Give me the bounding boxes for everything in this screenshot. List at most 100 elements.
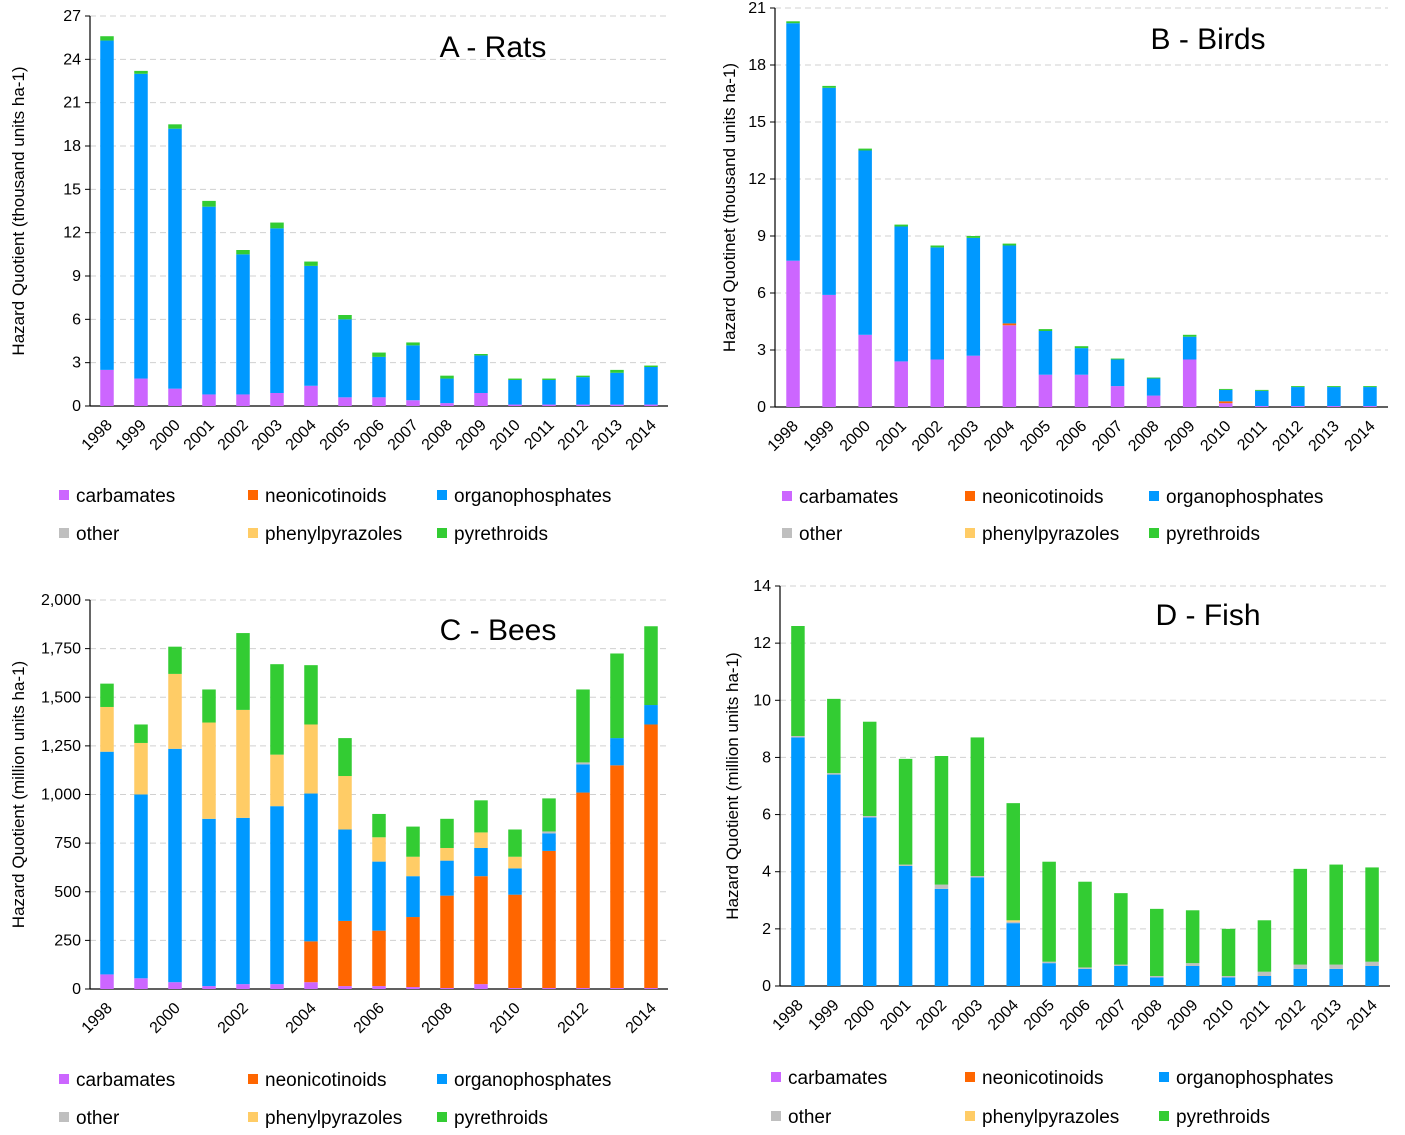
legend-swatch-neonicotinoids xyxy=(965,1072,975,1082)
bar-segment-other-2009 xyxy=(1185,963,1200,966)
x-tick-label: 2012 xyxy=(555,417,592,454)
bar-segment-organophosphates-1998 xyxy=(100,40,114,370)
chart-title: C - Bees xyxy=(440,614,557,647)
bar-segment-organophosphates-2003 xyxy=(966,237,981,356)
legend-swatch-carbamates xyxy=(59,490,69,500)
bar-segment-organophosphates-2006 xyxy=(372,861,386,931)
y-tick-label: 9 xyxy=(757,228,766,245)
bar-segment-pyrethroids-2013 xyxy=(1327,386,1341,388)
y-tick-label: 0 xyxy=(72,981,81,998)
x-tick-label: 2007 xyxy=(385,417,422,454)
bar-segment-carbamates-2009 xyxy=(474,393,488,406)
y-tick-label: 14 xyxy=(753,578,771,595)
bar-segment-organophosphates-2002 xyxy=(236,254,250,395)
bar-segment-organophosphates-2006 xyxy=(372,356,386,398)
legend-swatch-organophosphates xyxy=(437,1074,447,1084)
legend: carbamates neonicotinoids organophosphates… xyxy=(59,486,611,545)
x-tick-label: 2004 xyxy=(985,997,1022,1034)
bar-segment-phenylpyrazoles-2008 xyxy=(440,847,454,861)
x-tick-label: 2014 xyxy=(623,1000,660,1037)
y-tick-label: 10 xyxy=(753,692,771,709)
bar-segment-organophosphates-1999 xyxy=(822,87,836,295)
bar-segment-other-2010 xyxy=(1221,976,1236,978)
bar-segment-pyrethroids-2012 xyxy=(576,689,590,763)
x-tick-label: 2014 xyxy=(623,417,660,454)
bar-segment-organophosphates-2004 xyxy=(304,793,318,942)
bar-segment-other-2013 xyxy=(1329,964,1343,969)
legend-swatch-other xyxy=(59,528,69,538)
chart-panel-rats: 0 3 6 9 12 15 18 21 24 27 199819992000200120022003… xyxy=(9,8,668,545)
bar-segment-pyrethroids-2001 xyxy=(202,689,216,723)
bar-segment-pyrethroids-2011 xyxy=(1255,389,1269,391)
bar-segment-organophosphates-2000 xyxy=(858,150,872,335)
bar-segment-pyrethroids-2011 xyxy=(1257,920,1272,972)
bar-segment-carbamates-2001 xyxy=(894,361,908,407)
bar-segment-carbamates-2013 xyxy=(610,988,624,989)
x-tick-label: 2010 xyxy=(487,1000,524,1037)
bar-segment-pyrethroids-2000 xyxy=(168,646,182,674)
legend-swatch-phenylpyrazoles xyxy=(965,1111,975,1121)
bar-segment-phenylpyrazoles-2009 xyxy=(474,832,488,848)
bar-segment-neonicotinoids-2006 xyxy=(372,930,386,987)
bar-segment-pyrethroids-1999 xyxy=(827,698,841,774)
bar-segment-organophosphates-2007 xyxy=(1110,359,1125,387)
bar-segment-carbamates-2003 xyxy=(966,355,981,407)
bar-segment-other-2003 xyxy=(970,876,985,878)
bar-segment-pyrethroids-2010 xyxy=(508,378,522,380)
bar-segment-other-2014 xyxy=(1365,961,1379,966)
bar-segment-pyrethroids-2010 xyxy=(1218,388,1233,390)
bar-segment-carbamates-2006 xyxy=(372,986,386,989)
x-tick-label: 2000 xyxy=(147,417,184,454)
legend-label-neonicotinoids: neonicotinoids xyxy=(982,1068,1103,1089)
bar-segment-organophosphates-2001 xyxy=(894,226,908,362)
bar-segment-pyrethroids-2006 xyxy=(372,352,386,357)
bar-segment-phenylpyrazoles-2004 xyxy=(304,724,318,794)
legend-label-phenylpyrazoles: phenylpyrazoles xyxy=(982,524,1119,545)
bar-segment-pyrethroids-1999 xyxy=(134,70,148,74)
legend-label-pyrethroids: pyrethroids xyxy=(454,1108,548,1129)
bar-segment-organophosphates-2013 xyxy=(610,738,624,766)
bar-segment-phenylpyrazoles-2005 xyxy=(338,776,352,830)
bar-segment-pyrethroids-1998 xyxy=(791,626,805,736)
x-tick-label: 2012 xyxy=(555,1000,592,1037)
x-tick-label: 2009 xyxy=(1161,418,1198,455)
bar-segment-pyrethroids-2002 xyxy=(934,756,949,885)
y-tick-label: 1,000 xyxy=(41,787,81,804)
y-tick-label: 24 xyxy=(63,51,81,68)
bar-segment-organophosphates-2002 xyxy=(934,888,949,986)
bar-segment-neonicotinoids-2007 xyxy=(406,917,420,988)
bar-segment-phenylpyrazoles-1999 xyxy=(134,742,148,795)
y-tick-label: 3 xyxy=(72,355,81,372)
bar-segment-pyrethroids-2000 xyxy=(168,124,182,129)
y-tick-label: 6 xyxy=(72,311,81,328)
bar-segment-neonicotinoids-2012 xyxy=(576,792,590,989)
chart-panel-fish: 0246810121419981999200020012002200320042… xyxy=(723,578,1390,1128)
bar-segment-pyrethroids-2004 xyxy=(304,665,318,725)
bar-segment-carbamates-2007 xyxy=(406,400,420,406)
bar-segment-organophosphates-1998 xyxy=(791,737,805,986)
legend-swatch-other xyxy=(782,528,792,538)
bar-segment-pyrethroids-1998 xyxy=(100,36,114,41)
bar-segment-organophosphates-2010 xyxy=(1218,389,1233,402)
bar-segment-carbamates-2005 xyxy=(338,986,352,989)
x-tick-label: 2008 xyxy=(419,1000,456,1037)
bar-segment-organophosphates-2003 xyxy=(270,228,284,393)
bar-segment-carbamates-2005 xyxy=(338,397,352,406)
bar-segment-pyrethroids-2006 xyxy=(372,813,386,838)
bar-segment-organophosphates-2009 xyxy=(1182,336,1197,360)
bar-segment-organophosphates-2003 xyxy=(970,877,985,986)
bar-segment-carbamates-2010 xyxy=(508,988,522,989)
bar-segment-carbamates-1998 xyxy=(100,369,114,406)
bar-segment-organophosphates-1998 xyxy=(786,23,800,261)
legend-label-other: other xyxy=(76,524,120,545)
x-tick-label: 2002 xyxy=(909,418,946,455)
legend-swatch-carbamates xyxy=(59,1074,69,1084)
bar-segment-pyrethroids-2008 xyxy=(1146,377,1161,379)
bar-segment-organophosphates-2009 xyxy=(474,847,488,877)
bar-segment-pyrethroids-2001 xyxy=(898,758,913,865)
bar-segment-organophosphates-2005 xyxy=(338,319,352,398)
bar-segment-carbamates-2003 xyxy=(270,984,284,989)
bar-segment-organophosphates-2013 xyxy=(1327,387,1341,407)
bar-segment-organophosphates-2008 xyxy=(1146,378,1161,396)
x-tick-label: 2008 xyxy=(419,417,456,454)
